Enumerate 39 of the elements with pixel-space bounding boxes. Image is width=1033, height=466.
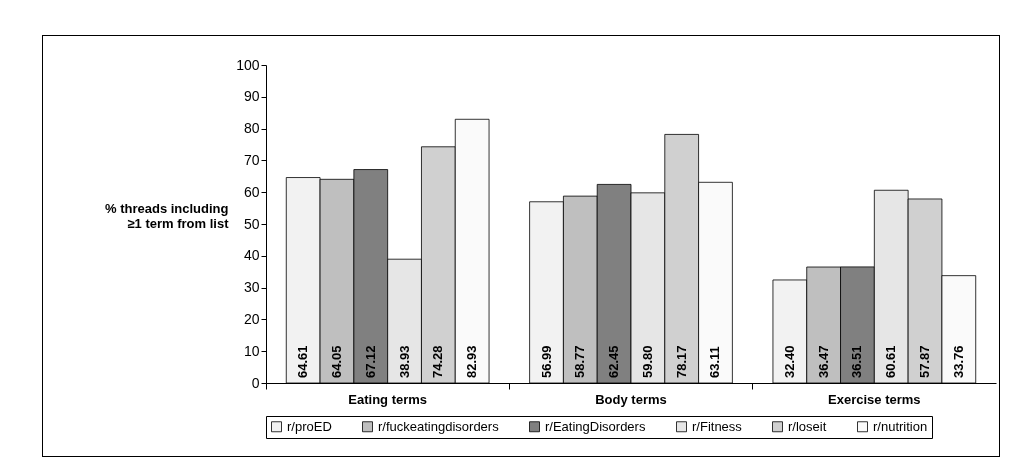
data-label: 57.87 — [917, 345, 933, 378]
data-label: 60.61 — [883, 345, 899, 378]
y-tick-label: 20 — [243, 310, 260, 327]
data-label: 64.61 — [295, 345, 311, 378]
x-tick-label: Exercise terms — [828, 391, 921, 407]
data-label: 58.77 — [572, 345, 588, 378]
data-label: 82.93 — [464, 345, 480, 378]
y-tick-label: 30 — [243, 279, 260, 296]
legend-label: r/loseit — [788, 418, 827, 434]
data-label: 78.17 — [673, 345, 689, 378]
legend-label: r/Fitness — [692, 418, 743, 434]
y-tick-label: 100 — [236, 56, 260, 73]
data-label: 63.11 — [707, 346, 723, 378]
data-label: 67.12 — [362, 345, 378, 378]
x-tick-label: Eating terms — [348, 391, 428, 407]
y-tick-label: 40 — [243, 247, 260, 264]
y-axis-title: % threads including ≥1 term from list — [104, 200, 230, 231]
data-label: 59.80 — [639, 345, 655, 378]
y-tick-label: 80 — [243, 120, 260, 137]
legend-label: r/nutrition — [873, 418, 928, 434]
data-label: 33.76 — [950, 345, 966, 378]
y-tick-label: 90 — [243, 88, 260, 105]
legend-label: r/EatingDisorders — [545, 418, 646, 434]
y-tick-label: 50 — [243, 215, 260, 232]
x-tick-label: Body terms — [595, 391, 667, 407]
data-label: 64.05 — [328, 345, 344, 378]
data-label: 62.45 — [606, 345, 622, 378]
y-tick-label: 70 — [243, 151, 260, 168]
data-label: 36.51 — [849, 345, 865, 378]
legend-label: r/fuckeatingdisorders — [378, 418, 500, 434]
data-label: 32.40 — [781, 345, 797, 378]
data-label: 38.93 — [396, 345, 412, 378]
data-label: 36.47 — [815, 345, 831, 378]
y-tick-label: 10 — [243, 342, 260, 359]
data-label: 74.28 — [430, 345, 446, 378]
y-tick-label: 0 — [251, 374, 260, 391]
legend-label: r/proED — [287, 418, 332, 434]
data-label: 56.99 — [538, 345, 554, 378]
y-tick-label: 60 — [243, 183, 260, 200]
